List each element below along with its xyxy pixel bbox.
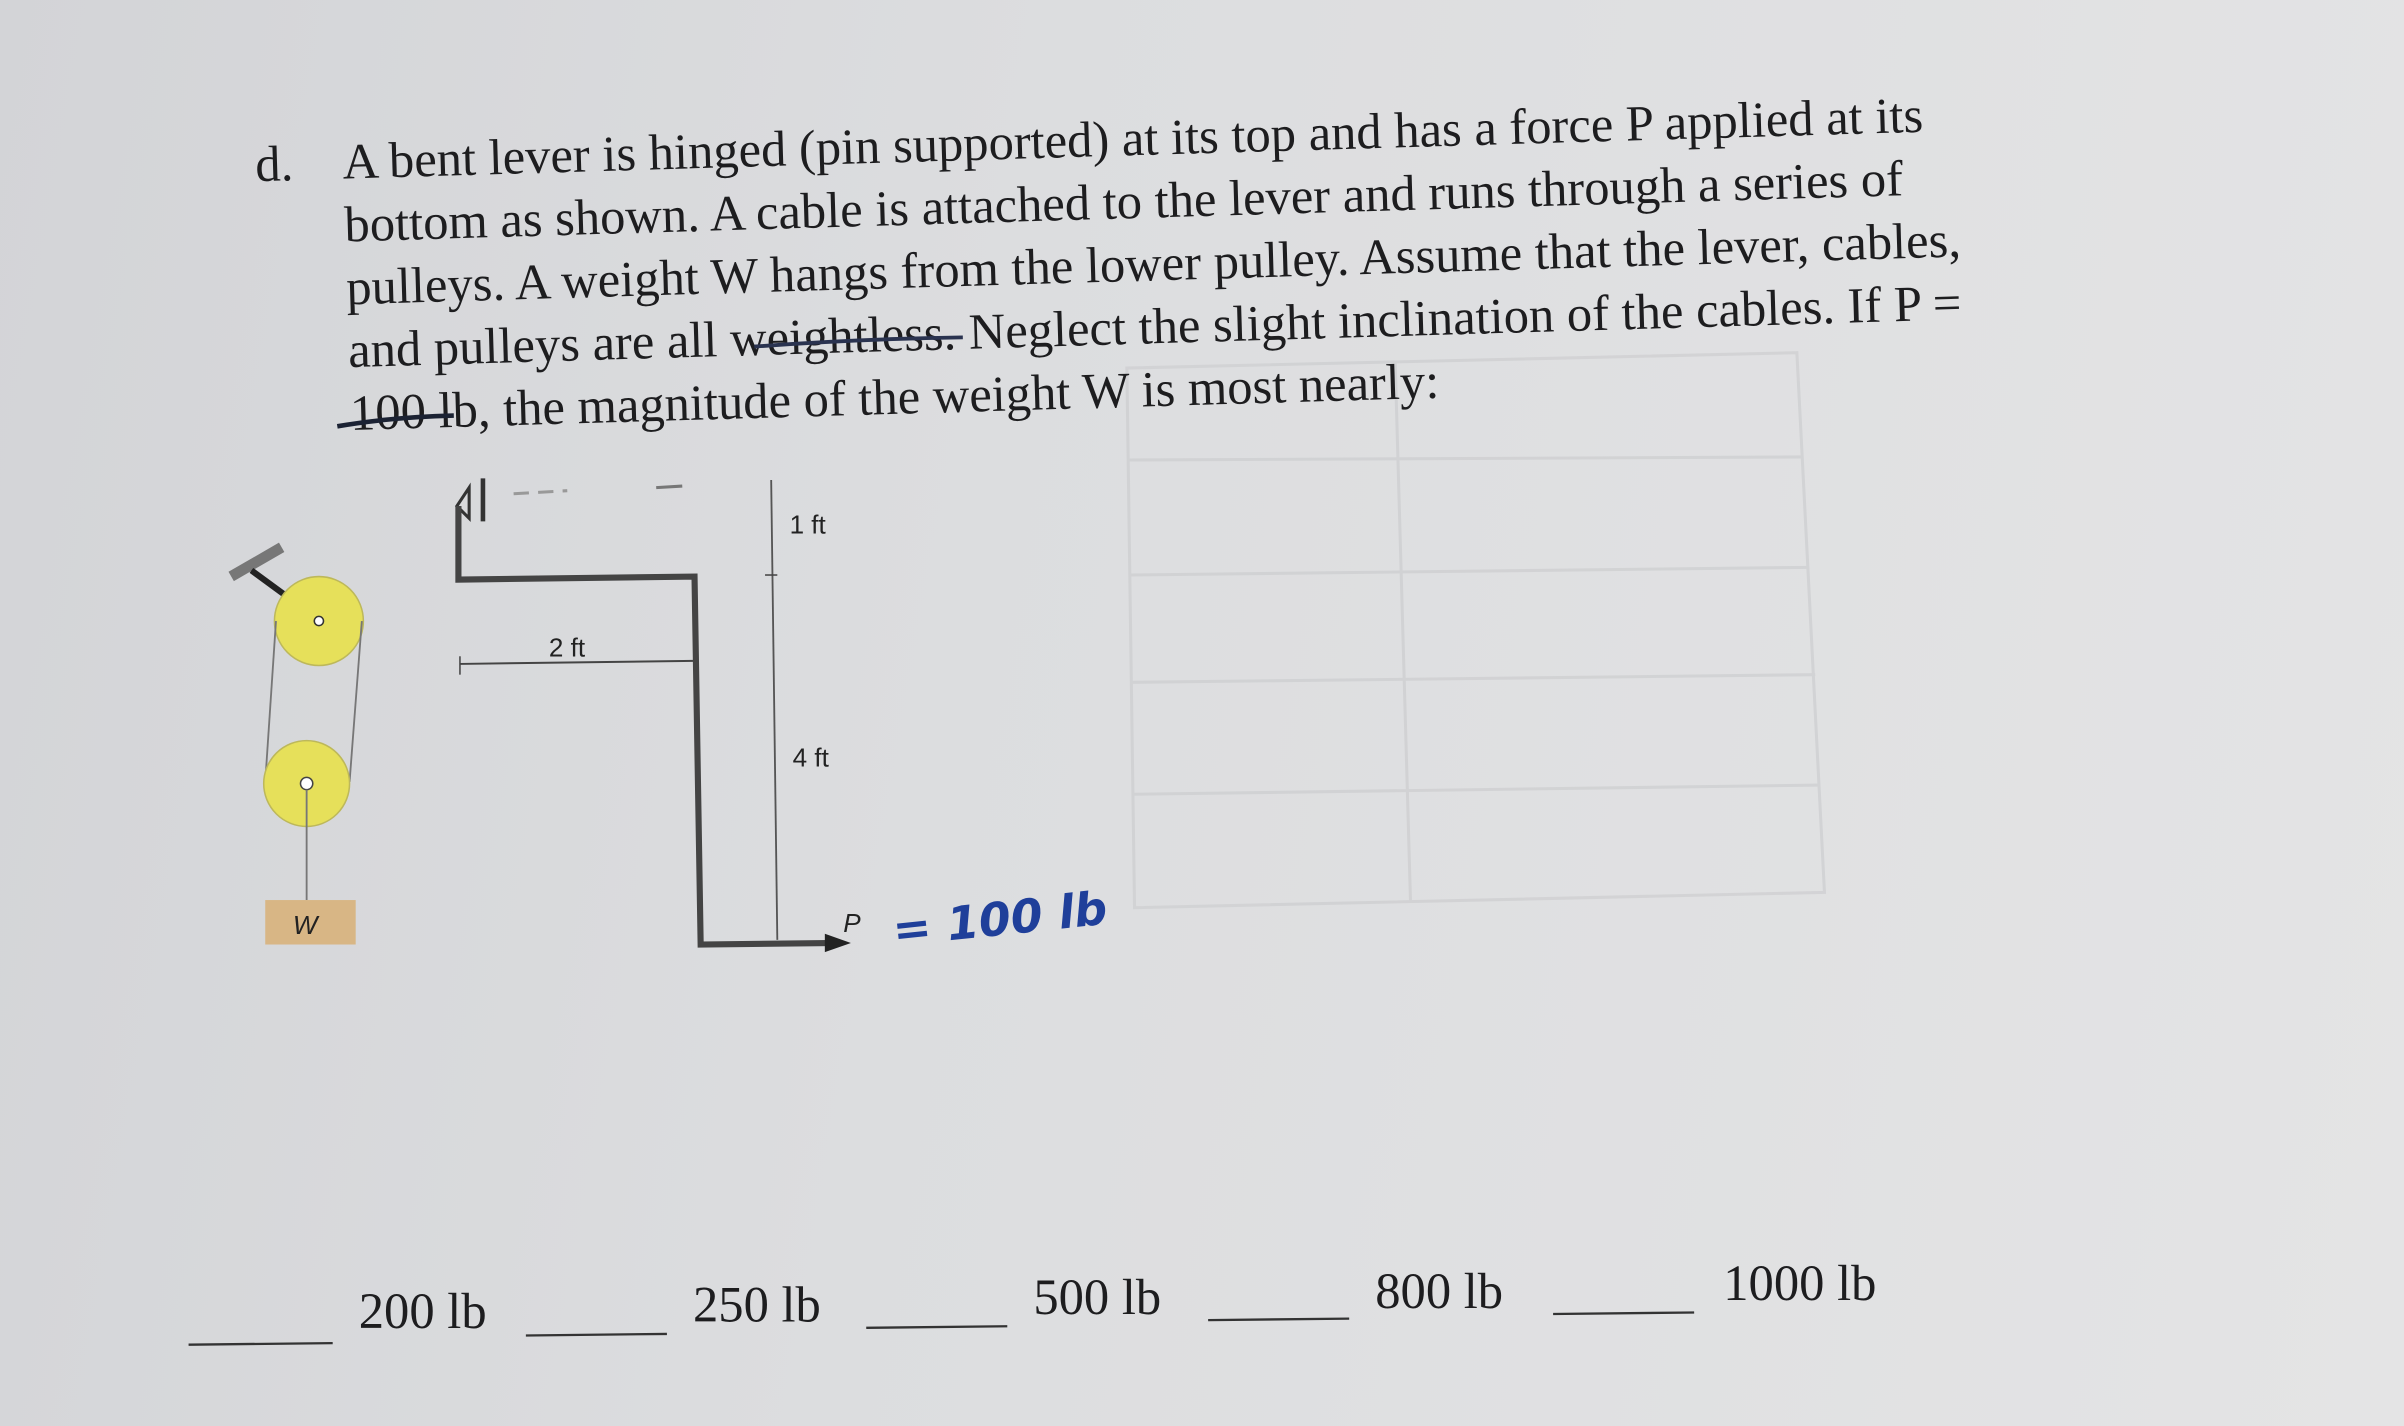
answer-blank[interactable] bbox=[525, 1332, 667, 1337]
force-label: P bbox=[843, 908, 861, 938]
answer-blank[interactable] bbox=[188, 1341, 333, 1346]
answer-choice: 800 lb bbox=[1375, 1263, 1503, 1319]
answer-blank[interactable] bbox=[866, 1325, 1008, 1329]
handwritten-force-value: = 100 lb bbox=[890, 881, 1110, 957]
question: d. A bent lever is hinged (pin supported… bbox=[254, 87, 1962, 441]
force-arrow bbox=[824, 933, 851, 953]
question-label: d. bbox=[254, 135, 294, 192]
answer-choice: 250 lb bbox=[693, 1277, 821, 1333]
dimension-1ft: 1 ft bbox=[790, 510, 827, 540]
answer-blank[interactable] bbox=[1553, 1311, 1695, 1316]
bleed-through-table bbox=[1125, 351, 1827, 910]
weight-label: W bbox=[293, 910, 320, 940]
weight-block bbox=[265, 900, 356, 945]
answer-choice: 1000 lb bbox=[1723, 1255, 1876, 1311]
answer-blank[interactable] bbox=[1208, 1317, 1350, 1322]
dimension-2ft: 2 ft bbox=[549, 632, 586, 662]
ceiling-hatch bbox=[228, 542, 285, 582]
answer-choice: 200 lb bbox=[359, 1283, 487, 1339]
handwritten-underline bbox=[336, 413, 454, 429]
answer-choices bbox=[188, 1311, 1695, 1346]
dimension-4ft: 4 ft bbox=[793, 743, 830, 773]
pulley-system: W bbox=[228, 542, 365, 945]
handwritten-underline bbox=[754, 335, 963, 349]
answer-choice: 500 lb bbox=[1033, 1269, 1161, 1325]
bent-lever: 1 ft 4 ft 2 ft P = 100 lb bbox=[454, 478, 1110, 957]
